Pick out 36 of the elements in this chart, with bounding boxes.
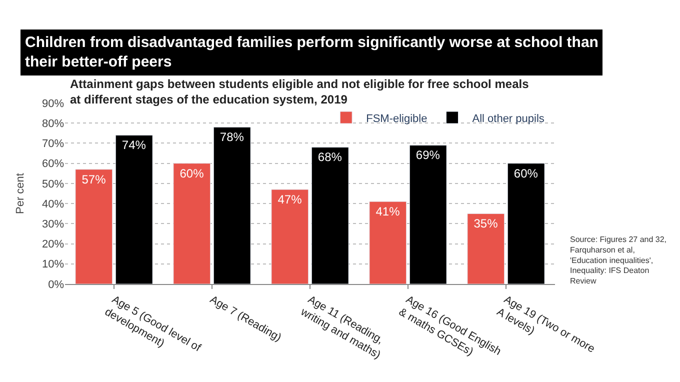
- y-tick-label: 40%: [42, 198, 64, 210]
- bar: [467, 213, 505, 284]
- bar: [75, 169, 113, 284]
- data-label: 35%: [474, 216, 498, 231]
- data-label: 41%: [376, 204, 400, 219]
- y-tick-label: 60%: [42, 158, 64, 170]
- y-tick-label: 30%: [42, 218, 64, 231]
- chart-subtitle: Attainment gaps between students eligible and not eligible for free school meals at different stages of the education system, 2019: [70, 77, 530, 107]
- y-tick-label: 80%: [42, 118, 64, 130]
- bar: [507, 163, 545, 284]
- data-label: 47%: [278, 192, 302, 206]
- legend-label: All other pupils: [472, 112, 545, 125]
- y-tick-label: 10%: [42, 258, 64, 271]
- bar: [369, 201, 407, 284]
- data-label: 68%: [318, 150, 342, 164]
- data-label: 78%: [220, 130, 244, 144]
- y-tick-label: 90%: [42, 98, 64, 110]
- legend-label: FSM-eligible: [366, 112, 428, 125]
- y-axis-title: Per cent: [14, 173, 27, 214]
- data-label: 60%: [514, 166, 538, 180]
- bar: [115, 134, 153, 284]
- chart-title: Children from disadvantaged families perform significantly worse at school than their better-off peers: [25, 34, 598, 70]
- y-tick-label: 0%: [48, 278, 64, 291]
- source-note: Source: Figures 27 and 32, Farquharson et al, 'Education inequalities', Inequality: IFS Deaton Review: [570, 235, 667, 286]
- bar: [409, 144, 447, 284]
- data-label: 57%: [82, 172, 106, 186]
- data-label: 74%: [122, 138, 146, 152]
- y-tick-label: 20%: [42, 238, 64, 251]
- data-label: 60%: [180, 166, 204, 180]
- bar: [311, 146, 349, 284]
- bar: [271, 189, 309, 284]
- y-tick-label: 50%: [42, 178, 64, 190]
- data-label: 69%: [416, 148, 440, 162]
- bar: [173, 163, 211, 284]
- y-tick-label: 70%: [42, 138, 64, 150]
- bar: [213, 126, 251, 284]
